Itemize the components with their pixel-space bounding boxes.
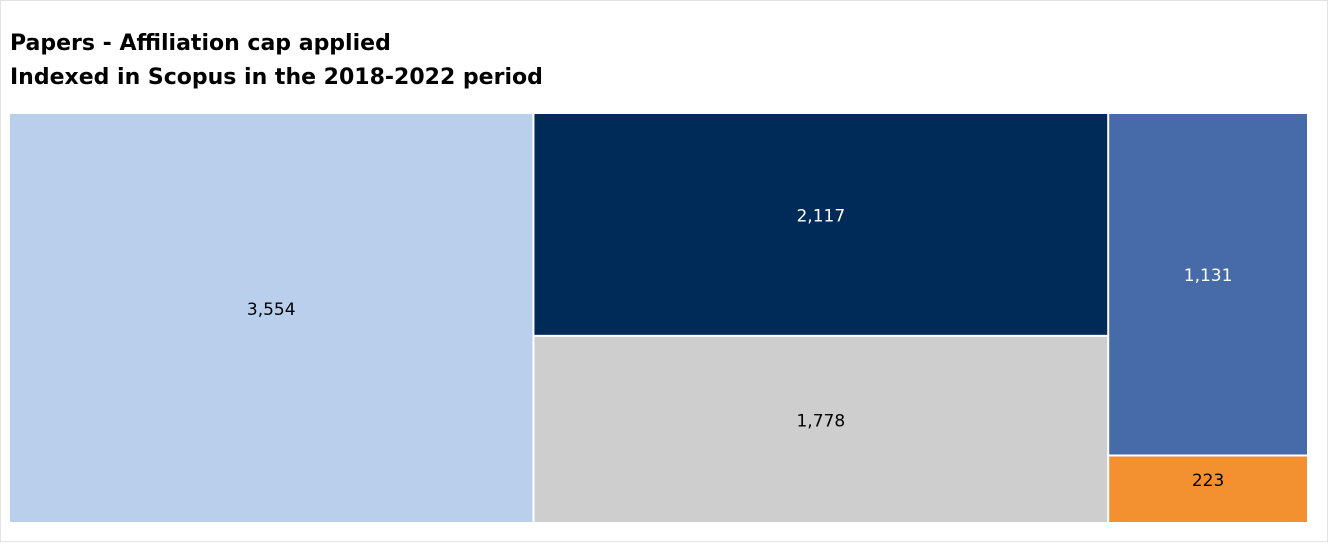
tile (534, 114, 1108, 335)
tile (534, 336, 1108, 522)
tile (10, 114, 533, 522)
value-label: 1,131 (1184, 266, 1233, 286)
value-label: 223 (1192, 471, 1224, 491)
value-label: 2,117 (796, 206, 845, 226)
value-label: 1,778 (796, 411, 845, 431)
tile (1109, 114, 1307, 455)
chart-subtitle: Indexed in Scopus in the 2018-2022 perio… (10, 65, 543, 90)
value-label: 3,554 (247, 300, 296, 320)
chart-title: Papers - Affiliation cap applied (10, 31, 391, 56)
tile (1109, 456, 1307, 522)
